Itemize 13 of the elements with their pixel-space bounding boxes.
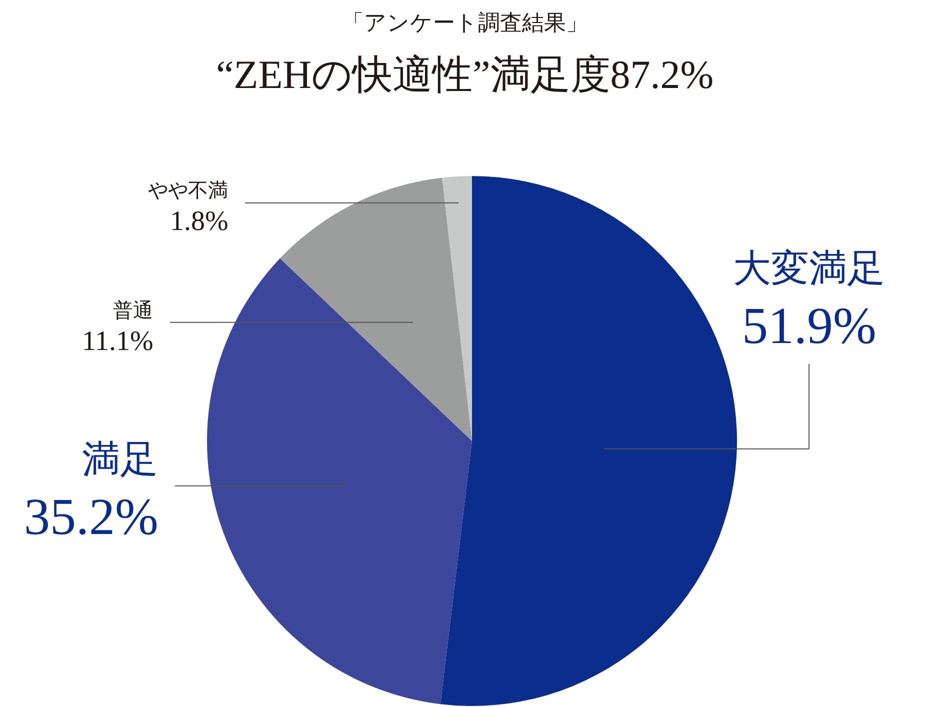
slice-label: 満足 xyxy=(82,439,158,481)
pie-slice xyxy=(442,176,472,441)
data-label: 51.9% xyxy=(742,298,876,355)
chart-subtitle: 「アンケート調査結果」 xyxy=(342,10,588,35)
slice-label: やや不満 xyxy=(148,180,228,202)
data-label: 11.1% xyxy=(82,326,154,357)
pie-slice xyxy=(207,258,472,704)
chart-title: “ZEHの快適性”満足度87.2% xyxy=(216,52,714,97)
slice-label: 普通 xyxy=(113,299,153,322)
pie-slice xyxy=(280,178,472,441)
data-label: 1.8% xyxy=(170,206,228,237)
data-label: 35.2% xyxy=(24,489,158,546)
slice-label: 大変満足 xyxy=(733,248,885,290)
